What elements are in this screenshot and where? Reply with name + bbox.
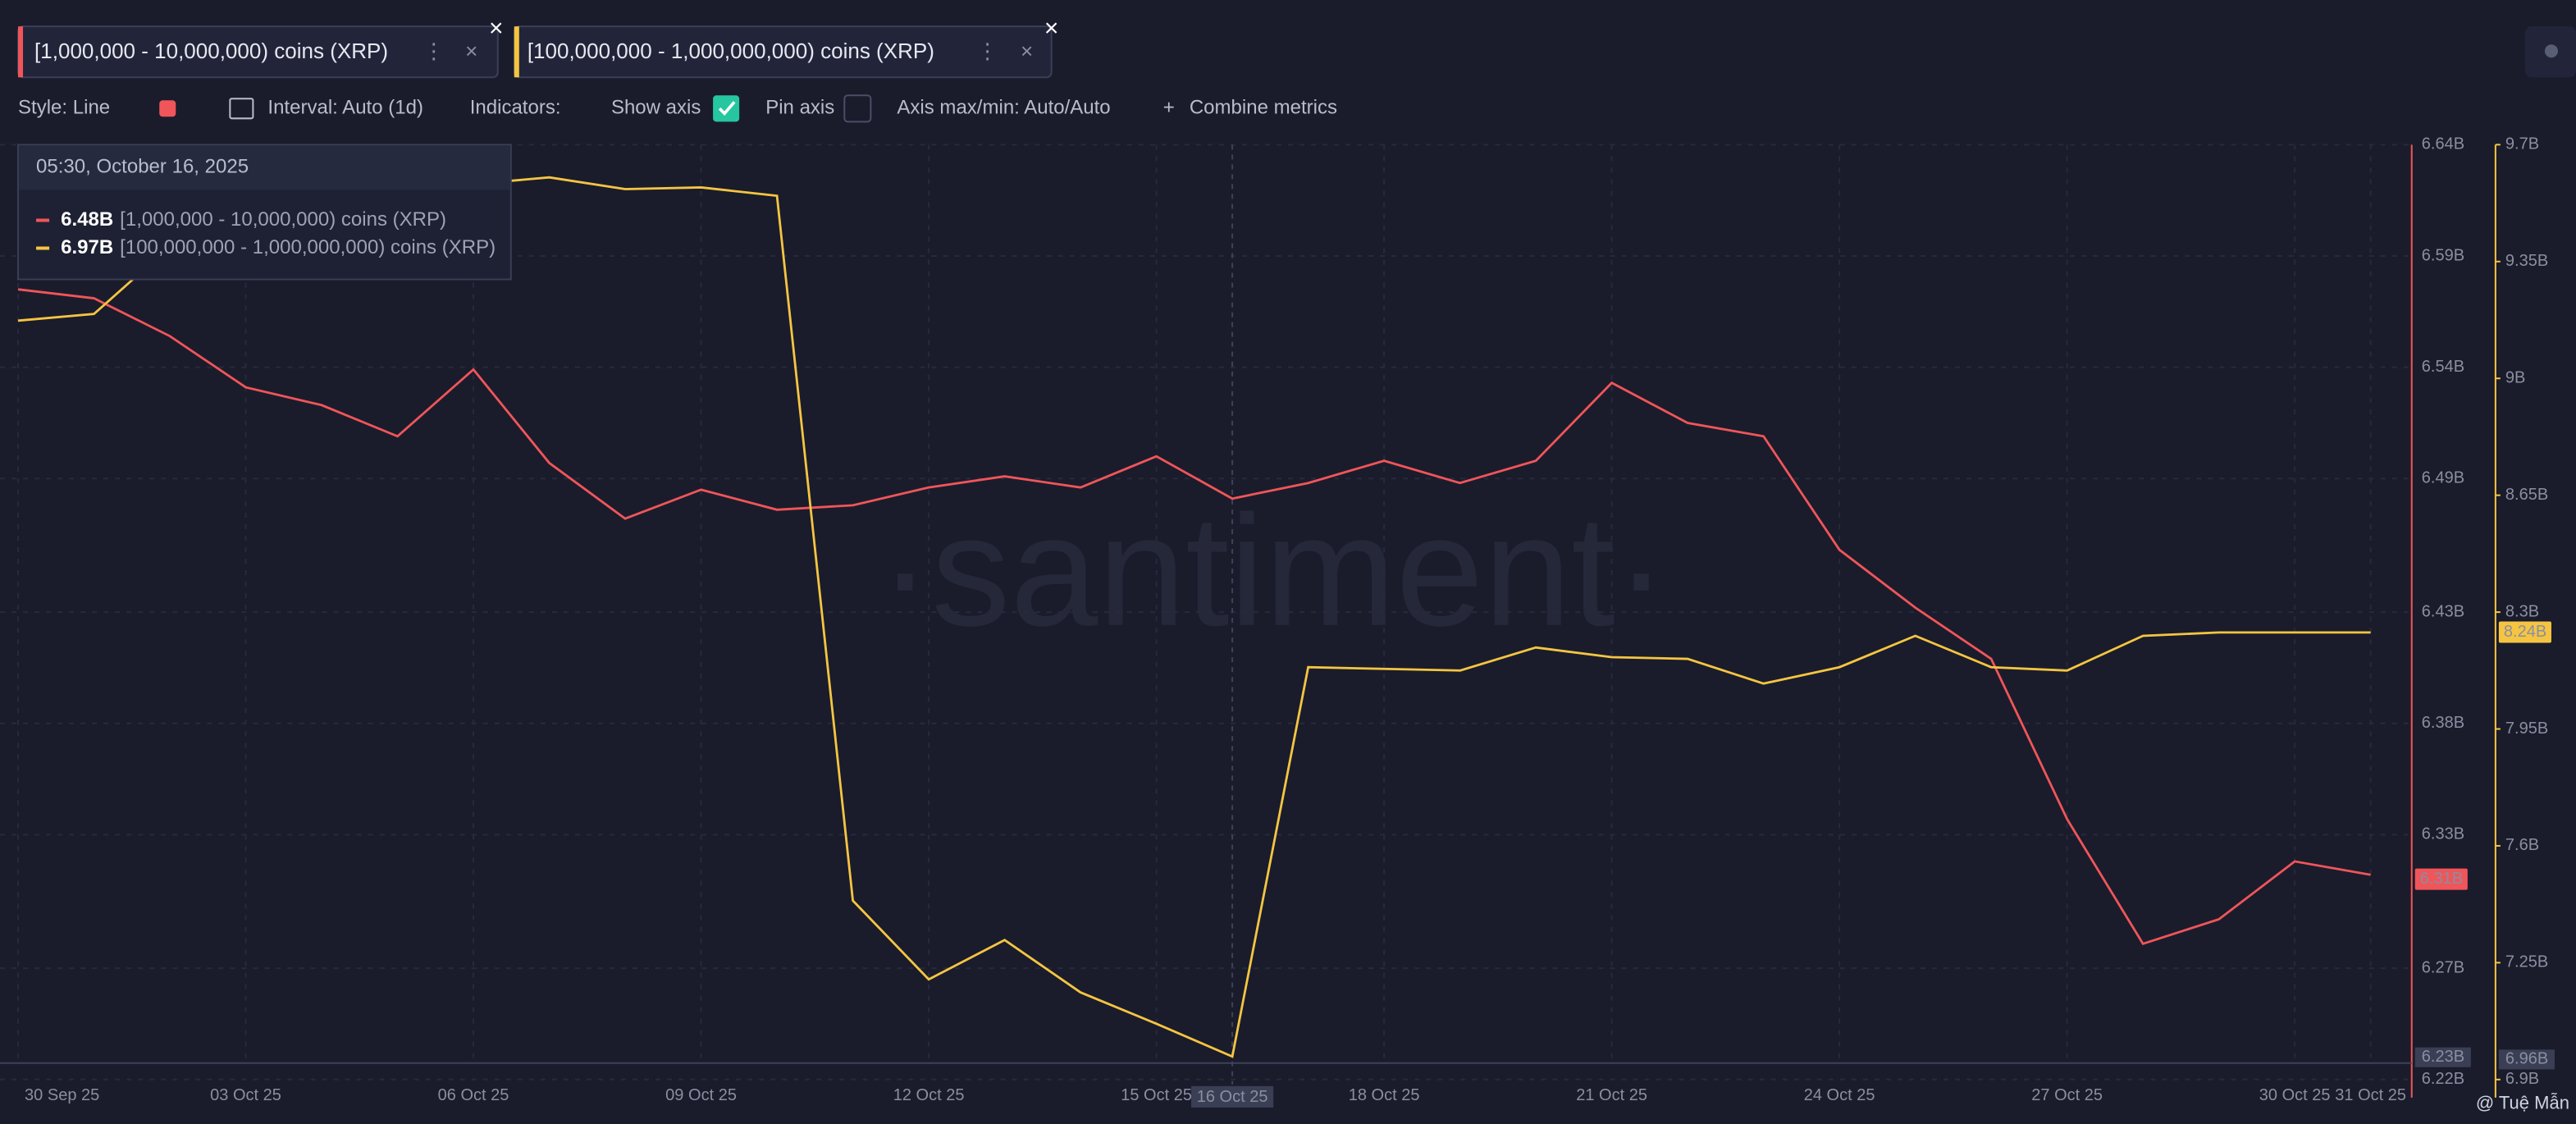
x-tick-label: 27 Oct 25 bbox=[2031, 1086, 2103, 1104]
plus-icon: + bbox=[1163, 97, 1175, 119]
x-tick-label: 30 Oct 25 bbox=[2259, 1086, 2331, 1104]
y2-tick-label: 7.95B bbox=[2505, 720, 2548, 738]
x-tick-label: 03 Oct 25 bbox=[210, 1086, 281, 1104]
remove-icon[interactable]: × bbox=[1021, 39, 1033, 63]
menu-icon[interactable]: ⋮ bbox=[423, 39, 445, 63]
metric-tab[interactable]: [100,000,000 - 1,000,000,000) coins (XRP… bbox=[513, 25, 1053, 79]
credit: @ Tuệ Mẫn bbox=[2476, 1093, 2569, 1113]
y-tick-label: 6.27B bbox=[2422, 958, 2464, 976]
tooltip-name: [100,000,000 - 1,000,000,000) coins (XRP… bbox=[120, 236, 496, 258]
y-tick-label: 6.59B bbox=[2422, 246, 2464, 264]
y-tick-label: 6.33B bbox=[2422, 825, 2464, 843]
y2-tick-label: 8.65B bbox=[2505, 486, 2548, 504]
crosshair-y2-label: 6.96B bbox=[2505, 1050, 2548, 1068]
axis-minmax-select[interactable]: Axis max/min: Auto/Auto bbox=[897, 97, 1110, 119]
y2-tick-label: 6.9B bbox=[2505, 1070, 2539, 1088]
tooltip-header bbox=[19, 145, 510, 190]
x-tick-label: 12 Oct 25 bbox=[893, 1086, 965, 1104]
y-tick-label: 6.49B bbox=[2422, 469, 2464, 487]
crosshair-y-label: 6.23B bbox=[2422, 1048, 2464, 1066]
y2-tick-label: 7.25B bbox=[2505, 953, 2548, 971]
crosshair-y2-badge bbox=[2498, 1049, 2555, 1070]
calendar-icon bbox=[229, 98, 254, 120]
y2-tick-label: 9.35B bbox=[2505, 252, 2548, 270]
tooltip-value: 6.97B bbox=[61, 236, 113, 258]
y2-tick-label: 9.7B bbox=[2505, 135, 2539, 153]
y2-tick-label: 7.6B bbox=[2505, 836, 2539, 854]
y-tick-label: 6.43B bbox=[2422, 602, 2464, 620]
close-icon[interactable]: × bbox=[1044, 15, 1059, 42]
last-value-badge bbox=[2498, 621, 2551, 643]
tab-accent bbox=[18, 26, 24, 78]
last-value-badge bbox=[2414, 868, 2468, 890]
check-icon bbox=[718, 101, 736, 116]
show-axis-label: Show axis bbox=[611, 97, 701, 119]
tab-label: [1,000,000 - 10,000,000) coins (XRP) bbox=[34, 39, 388, 63]
x-tick-label: 31 Oct 25 bbox=[2335, 1086, 2406, 1104]
color-select[interactable] bbox=[159, 100, 176, 117]
x-tick-label: 21 Oct 25 bbox=[1576, 1086, 1647, 1104]
pin-axis-checkbox[interactable] bbox=[843, 94, 872, 123]
close-icon[interactable]: × bbox=[489, 15, 504, 42]
y-tick-label: 6.54B bbox=[2422, 358, 2464, 376]
y2-tick-label: 9B bbox=[2505, 368, 2525, 386]
last-value-label: 8.24B bbox=[2504, 623, 2546, 641]
menu-icon[interactable]: ⋮ bbox=[977, 39, 998, 63]
pin-axis-label: Pin axis bbox=[765, 97, 834, 119]
indicators-select[interactable]: Indicators: bbox=[470, 97, 561, 119]
crosshair-x-label: 16 Oct 25 bbox=[1197, 1088, 1268, 1106]
metric-tab[interactable]: [1,000,000 - 10,000,000) coins (XRP) ⋮ × bbox=[17, 25, 499, 79]
crosshair-y-badge bbox=[2414, 1047, 2471, 1067]
watermark: ·santiment· bbox=[879, 482, 1667, 659]
x-tick-label: 18 Oct 25 bbox=[1349, 1086, 1420, 1104]
last-value-label: 6.31B bbox=[2420, 870, 2463, 888]
interval-select[interactable]: Interval: Auto (1d) bbox=[267, 97, 423, 119]
crosshair-x-badge bbox=[1191, 1085, 1274, 1108]
x-tick-label: 09 Oct 25 bbox=[665, 1086, 737, 1104]
tooltip-time: 05:30, October 16, 2025 bbox=[36, 156, 249, 178]
tab-label: [100,000,000 - 1,000,000,000) coins (XRP… bbox=[528, 39, 934, 63]
y-tick-label: 6.64B bbox=[2422, 135, 2464, 153]
tooltip-name: [1,000,000 - 10,000,000) coins (XRP) bbox=[120, 208, 446, 231]
x-tick-label: 15 Oct 25 bbox=[1121, 1086, 1192, 1104]
tab-accent bbox=[514, 26, 519, 78]
remove-icon[interactable]: × bbox=[465, 39, 477, 63]
series-line bbox=[17, 288, 2371, 945]
x-tick-label: 06 Oct 25 bbox=[438, 1086, 509, 1104]
y2-tick-label: 8.3B bbox=[2505, 602, 2539, 620]
x-tick-label: 24 Oct 25 bbox=[1804, 1086, 1875, 1104]
y-tick-label: 6.22B bbox=[2422, 1070, 2464, 1088]
side-button-dot bbox=[2544, 44, 2558, 58]
combine-metrics[interactable]: Combine metrics bbox=[1190, 97, 1337, 119]
y-tick-label: 6.38B bbox=[2422, 714, 2464, 732]
style-select[interactable]: Style: Line bbox=[18, 97, 110, 119]
x-tick-label: 30 Sep 25 bbox=[25, 1086, 99, 1104]
tooltip-value: 6.48B bbox=[61, 208, 113, 231]
show-axis-checkbox[interactable] bbox=[713, 95, 740, 122]
